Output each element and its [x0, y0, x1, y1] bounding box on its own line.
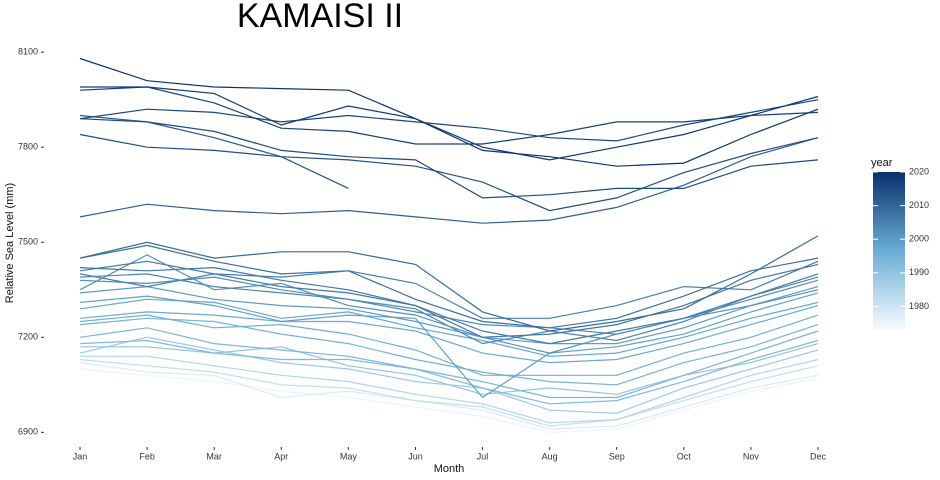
y-tick-label: 7200: [18, 332, 38, 342]
series-line: [80, 355, 819, 424]
series-line: [79, 133, 819, 212]
x-tick-label: Sep: [609, 451, 625, 461]
series-line: [79, 285, 819, 345]
chart-title: KAMAISI II: [237, 0, 403, 35]
x-tick-label: Apr: [274, 451, 288, 461]
x-tick-label: Oct: [677, 451, 692, 461]
series-line: [79, 235, 819, 332]
x-tick-label: Aug: [542, 451, 558, 461]
series-line: [79, 327, 819, 399]
series-line: [79, 358, 819, 427]
y-tick-label: 8100: [18, 47, 38, 57]
series-line: [79, 314, 819, 376]
series-line: [79, 339, 819, 405]
series-line: [79, 86, 819, 145]
series-line: [79, 317, 819, 386]
series-line: [80, 86, 819, 161]
series-line: [79, 305, 819, 364]
y-tick-label: 7800: [18, 142, 38, 152]
x-axis-title: Month: [434, 463, 465, 475]
x-tick-label: Dec: [810, 451, 827, 461]
series-line: [79, 244, 819, 329]
x-tick-label: Nov: [743, 451, 760, 461]
series-line: [79, 99, 819, 142]
legend-title: year: [871, 157, 893, 169]
series-line: [79, 273, 819, 345]
x-tick-label: Jun: [408, 451, 423, 461]
series-line: [79, 292, 819, 399]
colorbar-label: 2010: [909, 200, 929, 210]
colorbar: [873, 172, 905, 330]
series-line: [79, 263, 819, 338]
series-line: [79, 298, 819, 357]
x-tick-label: Feb: [139, 451, 155, 461]
series-line: [79, 137, 819, 224]
colorbar-label: 1980: [909, 301, 929, 311]
y-tick-label: 7500: [18, 237, 38, 247]
y-axis-title: Relative Sea Level (mm): [4, 183, 16, 303]
colorbar-label: 2000: [909, 234, 929, 244]
series-line: [79, 260, 819, 345]
series-line: [79, 114, 349, 189]
colorbar-label: 2020: [909, 166, 929, 176]
x-tick-label: Mar: [206, 451, 222, 461]
series-line: [79, 57, 819, 167]
series-line: [79, 118, 819, 199]
x-tick-label: Jan: [73, 451, 88, 461]
series-line: [79, 260, 819, 319]
series-line: [79, 368, 819, 433]
y-tick-label: 6900: [18, 427, 38, 437]
colorbar-label: 1990: [909, 267, 929, 277]
series-line: [80, 343, 819, 395]
x-tick-label: May: [340, 451, 358, 461]
x-tick-label: Jul: [477, 451, 489, 461]
series-line: [79, 362, 819, 430]
